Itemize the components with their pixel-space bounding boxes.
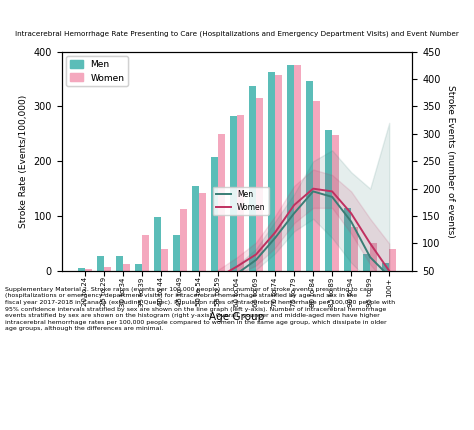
Bar bbox=[287, 65, 294, 271]
Bar bbox=[230, 116, 237, 271]
Bar bbox=[173, 235, 180, 271]
Legend: Men, Women: Men, Women bbox=[66, 56, 128, 86]
Bar bbox=[313, 101, 320, 271]
Bar bbox=[123, 264, 130, 271]
Bar bbox=[154, 217, 161, 271]
Bar bbox=[256, 98, 263, 271]
Bar bbox=[104, 267, 111, 271]
X-axis label: Age Group: Age Group bbox=[210, 312, 264, 322]
Bar bbox=[268, 72, 275, 271]
Y-axis label: Stroke Events (number of events): Stroke Events (number of events) bbox=[446, 85, 455, 238]
Bar bbox=[275, 75, 283, 271]
Bar bbox=[389, 249, 396, 271]
Y-axis label: Stroke Rate (Events/100,000): Stroke Rate (Events/100,000) bbox=[19, 95, 28, 228]
Bar bbox=[237, 115, 244, 271]
Bar bbox=[85, 269, 92, 271]
Bar bbox=[382, 263, 389, 271]
Bar bbox=[97, 255, 104, 271]
Bar bbox=[218, 134, 225, 271]
Bar bbox=[142, 235, 149, 271]
Bar bbox=[344, 208, 351, 271]
Bar bbox=[78, 268, 85, 271]
Bar bbox=[191, 186, 199, 271]
Legend: Men, Women: Men, Women bbox=[213, 187, 269, 215]
Bar bbox=[294, 65, 301, 271]
Bar bbox=[199, 193, 206, 271]
Bar bbox=[332, 135, 339, 271]
Bar bbox=[370, 243, 377, 271]
Bar bbox=[211, 157, 218, 271]
Bar bbox=[116, 256, 123, 271]
Bar bbox=[325, 130, 332, 271]
Text: Intracerebral Hemorrhage Rate Presenting to Care (Hospitalizations and Emergency: Intracerebral Hemorrhage Rate Presenting… bbox=[15, 30, 459, 37]
Text: Supplementary Material 2. Stroke rates (events per 100,000 people) and number of: Supplementary Material 2. Stroke rates (… bbox=[5, 287, 395, 332]
Bar bbox=[135, 264, 142, 271]
Bar bbox=[161, 249, 168, 271]
Bar bbox=[249, 86, 256, 271]
Bar bbox=[306, 81, 313, 271]
Bar bbox=[363, 255, 370, 271]
Bar bbox=[351, 227, 358, 271]
Bar bbox=[180, 209, 187, 271]
